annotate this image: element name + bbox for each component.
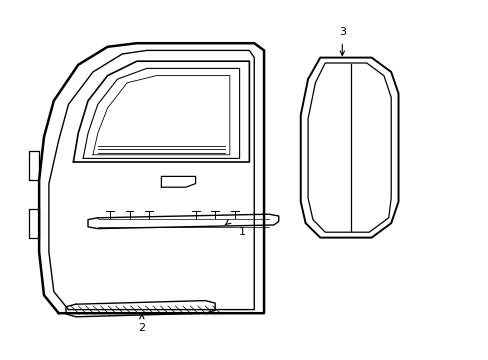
Text: 1: 1 xyxy=(238,227,245,237)
Text: 2: 2 xyxy=(138,323,145,333)
Text: 3: 3 xyxy=(338,27,345,37)
